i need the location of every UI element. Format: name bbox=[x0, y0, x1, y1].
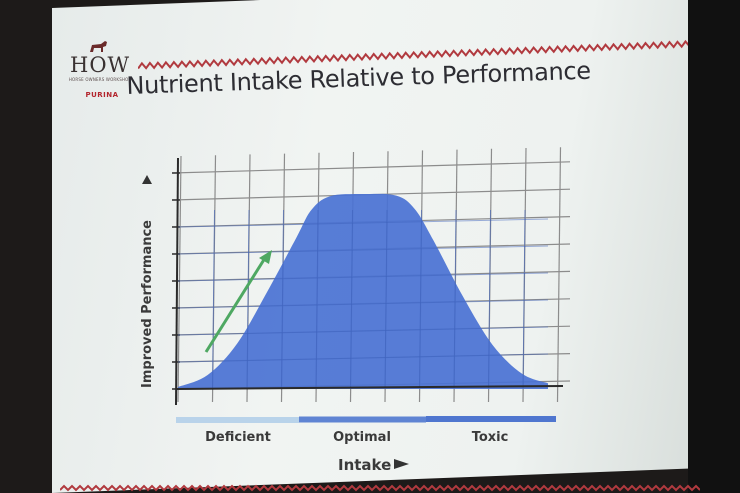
x-axis-label: Intake bbox=[338, 456, 391, 474]
grid-line-horizontal bbox=[171, 161, 571, 174]
chart-grid-overlay bbox=[177, 209, 549, 389]
grid-line-overlay bbox=[177, 218, 549, 228]
grid-line-overlay bbox=[419, 209, 422, 389]
zigzag-border-bottom bbox=[60, 484, 700, 492]
x-axis-arrow-icon bbox=[394, 459, 409, 469]
grid-line-overlay bbox=[177, 245, 549, 255]
grid-line-overlay bbox=[522, 209, 526, 389]
grid-line-vertical bbox=[556, 147, 562, 403]
zone-label-deficient: Deficient bbox=[205, 430, 271, 445]
grid-line-overlay bbox=[315, 209, 319, 389]
zone-label-toxic: Toxic bbox=[472, 430, 509, 445]
horse-icon bbox=[90, 41, 107, 52]
logo-tagline: HORSE OWNERS WORKSHOP bbox=[68, 77, 132, 82]
intake-zones: Deficient Optimal Toxic bbox=[176, 416, 556, 445]
grid-line-overlay bbox=[177, 299, 549, 309]
grid-line-overlay bbox=[177, 326, 549, 336]
grid-line-overlay bbox=[384, 209, 388, 389]
zone-label-optimal: Optimal bbox=[333, 430, 391, 445]
zone-bar-toxic bbox=[426, 416, 556, 422]
y-axis-line bbox=[175, 157, 179, 406]
grid-line-vertical bbox=[177, 155, 182, 403]
performance-curve bbox=[178, 193, 548, 389]
x-axis-line bbox=[175, 385, 564, 390]
logo-brand: PURINA bbox=[85, 91, 119, 99]
zone-bar-optimal bbox=[299, 416, 426, 423]
grid-line-overlay bbox=[453, 209, 457, 389]
zigzag-border-top bbox=[138, 39, 688, 70]
zone-bar-deficient bbox=[176, 417, 299, 423]
how-logo: HOW HORSE OWNERS WORKSHOP PURINA bbox=[68, 38, 132, 106]
logo-title: HOW bbox=[70, 53, 131, 77]
trend-arrow-head bbox=[259, 250, 272, 264]
grid-line-overlay bbox=[212, 209, 215, 389]
grid-line-overlay bbox=[177, 272, 549, 282]
grid-line-overlay bbox=[246, 209, 250, 389]
trend-arrow-line bbox=[204, 257, 267, 353]
grid-line-overlay bbox=[177, 353, 549, 363]
room-shadow bbox=[688, 0, 740, 493]
grid-line-overlay bbox=[281, 209, 284, 389]
y-axis-arrow-icon bbox=[142, 175, 152, 184]
grid-line-overlay bbox=[488, 209, 491, 389]
y-axis-label: Improved Performance bbox=[140, 220, 155, 388]
